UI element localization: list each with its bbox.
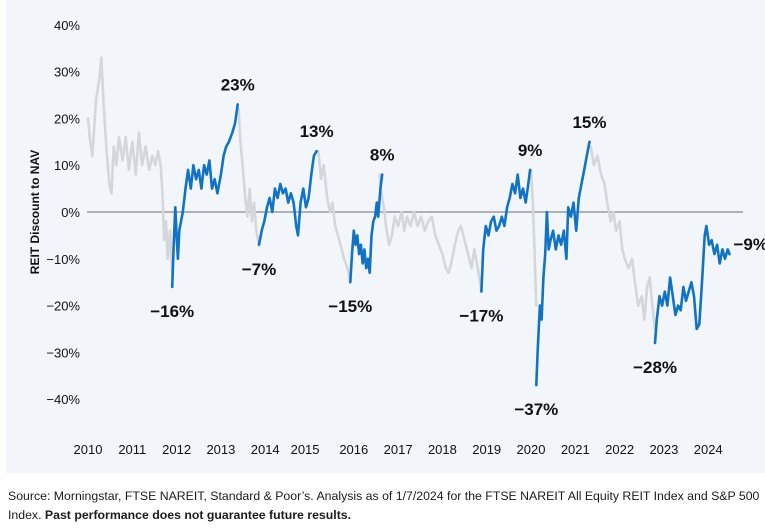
- x-tick-label: 2024: [694, 442, 723, 457]
- highlight-series-line: [170, 103, 239, 289]
- x-tick-label: 2022: [605, 442, 634, 457]
- x-tick-label: 2021: [561, 442, 590, 457]
- y-tick-label: −30%: [46, 345, 80, 360]
- annotations: 23% −16% 13% −7% 8% −15% 9% −17% 15% −37% −28% −9%: [150, 75, 765, 419]
- data-label: 15%: [572, 113, 606, 132]
- data-label: −16%: [150, 302, 194, 321]
- base-series-line: [529, 168, 538, 307]
- data-label: −37%: [514, 400, 558, 419]
- chart-panel: [6, 0, 765, 473]
- disclaimer-text: Past performance does not guarantee futu…: [44, 508, 352, 522]
- y-tick-label: 0%: [61, 205, 80, 220]
- base-series-lines: [86, 56, 657, 331]
- y-tick-label: −10%: [46, 252, 80, 267]
- y-tick-label: 20%: [54, 111, 80, 126]
- highlight-series-line: [349, 173, 384, 284]
- x-tick-label: 2018: [428, 442, 457, 457]
- y-tick-label: −20%: [46, 299, 80, 314]
- x-tick-label: 2016: [339, 442, 368, 457]
- y-tick-label: −40%: [46, 392, 80, 407]
- data-label: −7%: [242, 260, 277, 279]
- x-tick-label: 2013: [206, 442, 235, 457]
- x-tick-label: 2011: [118, 442, 146, 457]
- x-tick-label: 2023: [649, 442, 678, 457]
- data-label: 23%: [221, 75, 255, 94]
- highlight-series-line: [653, 224, 731, 345]
- x-tick-label: 2020: [517, 442, 546, 457]
- x-tick-label: 2017: [384, 442, 413, 457]
- x-tick-label: 2019: [472, 442, 501, 457]
- x-tick-label: 2014: [251, 442, 280, 457]
- y-axis-ticks: 40% 30% 20% 10% 0% −10% −20% −30% −40%: [46, 18, 80, 407]
- data-label: −15%: [328, 297, 372, 316]
- x-tick-label: 2010: [74, 442, 103, 457]
- x-tick-label: 2015: [291, 442, 320, 457]
- highlight-series-line: [257, 149, 318, 247]
- data-label: −28%: [633, 358, 677, 377]
- base-series-line: [589, 145, 657, 331]
- footer-source-note: Source: Morningstar, FTSE NAREIT, Standa…: [8, 487, 763, 525]
- data-label: −9%: [733, 235, 765, 254]
- x-tick-label: 2012: [162, 442, 191, 457]
- y-tick-label: 40%: [54, 18, 80, 33]
- y-tick-label: 30%: [54, 65, 80, 80]
- highlight-series-line: [480, 168, 532, 293]
- base-series-line: [317, 149, 352, 284]
- reit-discount-chart: 40%30%20%10%0%−10%−20%−30%−40% 2010 2011 2…: [28, 18, 765, 457]
- y-tick-label: 10%: [54, 158, 80, 173]
- data-label: 8%: [370, 146, 395, 165]
- y-axis-label: REIT Discount to NAV: [28, 150, 42, 274]
- highlight-series-lines: [170, 103, 731, 387]
- source-text: Source: Morningstar, FTSE NAREIT, Standa…: [8, 489, 760, 522]
- base-series-line: [237, 107, 261, 247]
- highlight-series-line: [535, 140, 591, 387]
- data-label: 9%: [518, 141, 543, 160]
- x-axis-ticks: 2010 2011 2012 2013 2014 2015 2016 2017 2018 2019…: [74, 442, 723, 457]
- base-series-line: [86, 56, 174, 275]
- data-label: 13%: [300, 122, 334, 141]
- data-label: −17%: [459, 307, 503, 326]
- base-series-line: [378, 173, 483, 293]
